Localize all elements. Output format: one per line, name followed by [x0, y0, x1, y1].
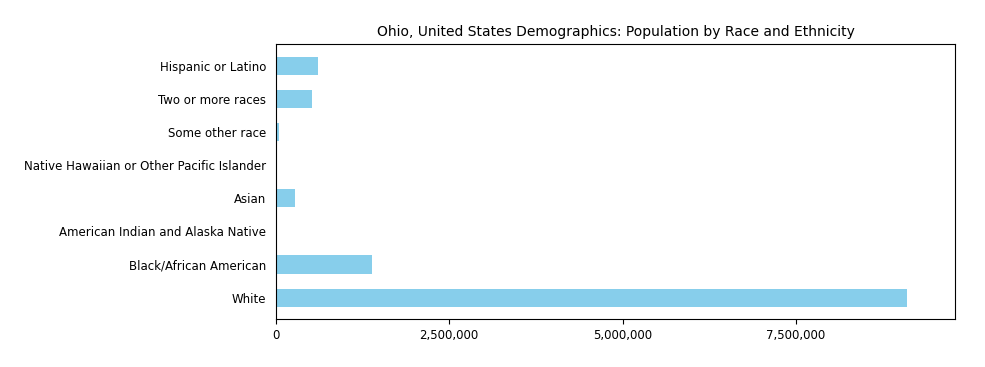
Bar — [276, 123, 279, 141]
Bar — [276, 288, 907, 307]
Bar — [276, 90, 312, 108]
Bar — [276, 255, 371, 274]
Title: Ohio, United States Demographics: Population by Race and Ethnicity: Ohio, United States Demographics: Popula… — [376, 25, 855, 39]
Bar — [276, 222, 277, 240]
Bar — [276, 189, 295, 207]
Bar — [276, 57, 318, 75]
